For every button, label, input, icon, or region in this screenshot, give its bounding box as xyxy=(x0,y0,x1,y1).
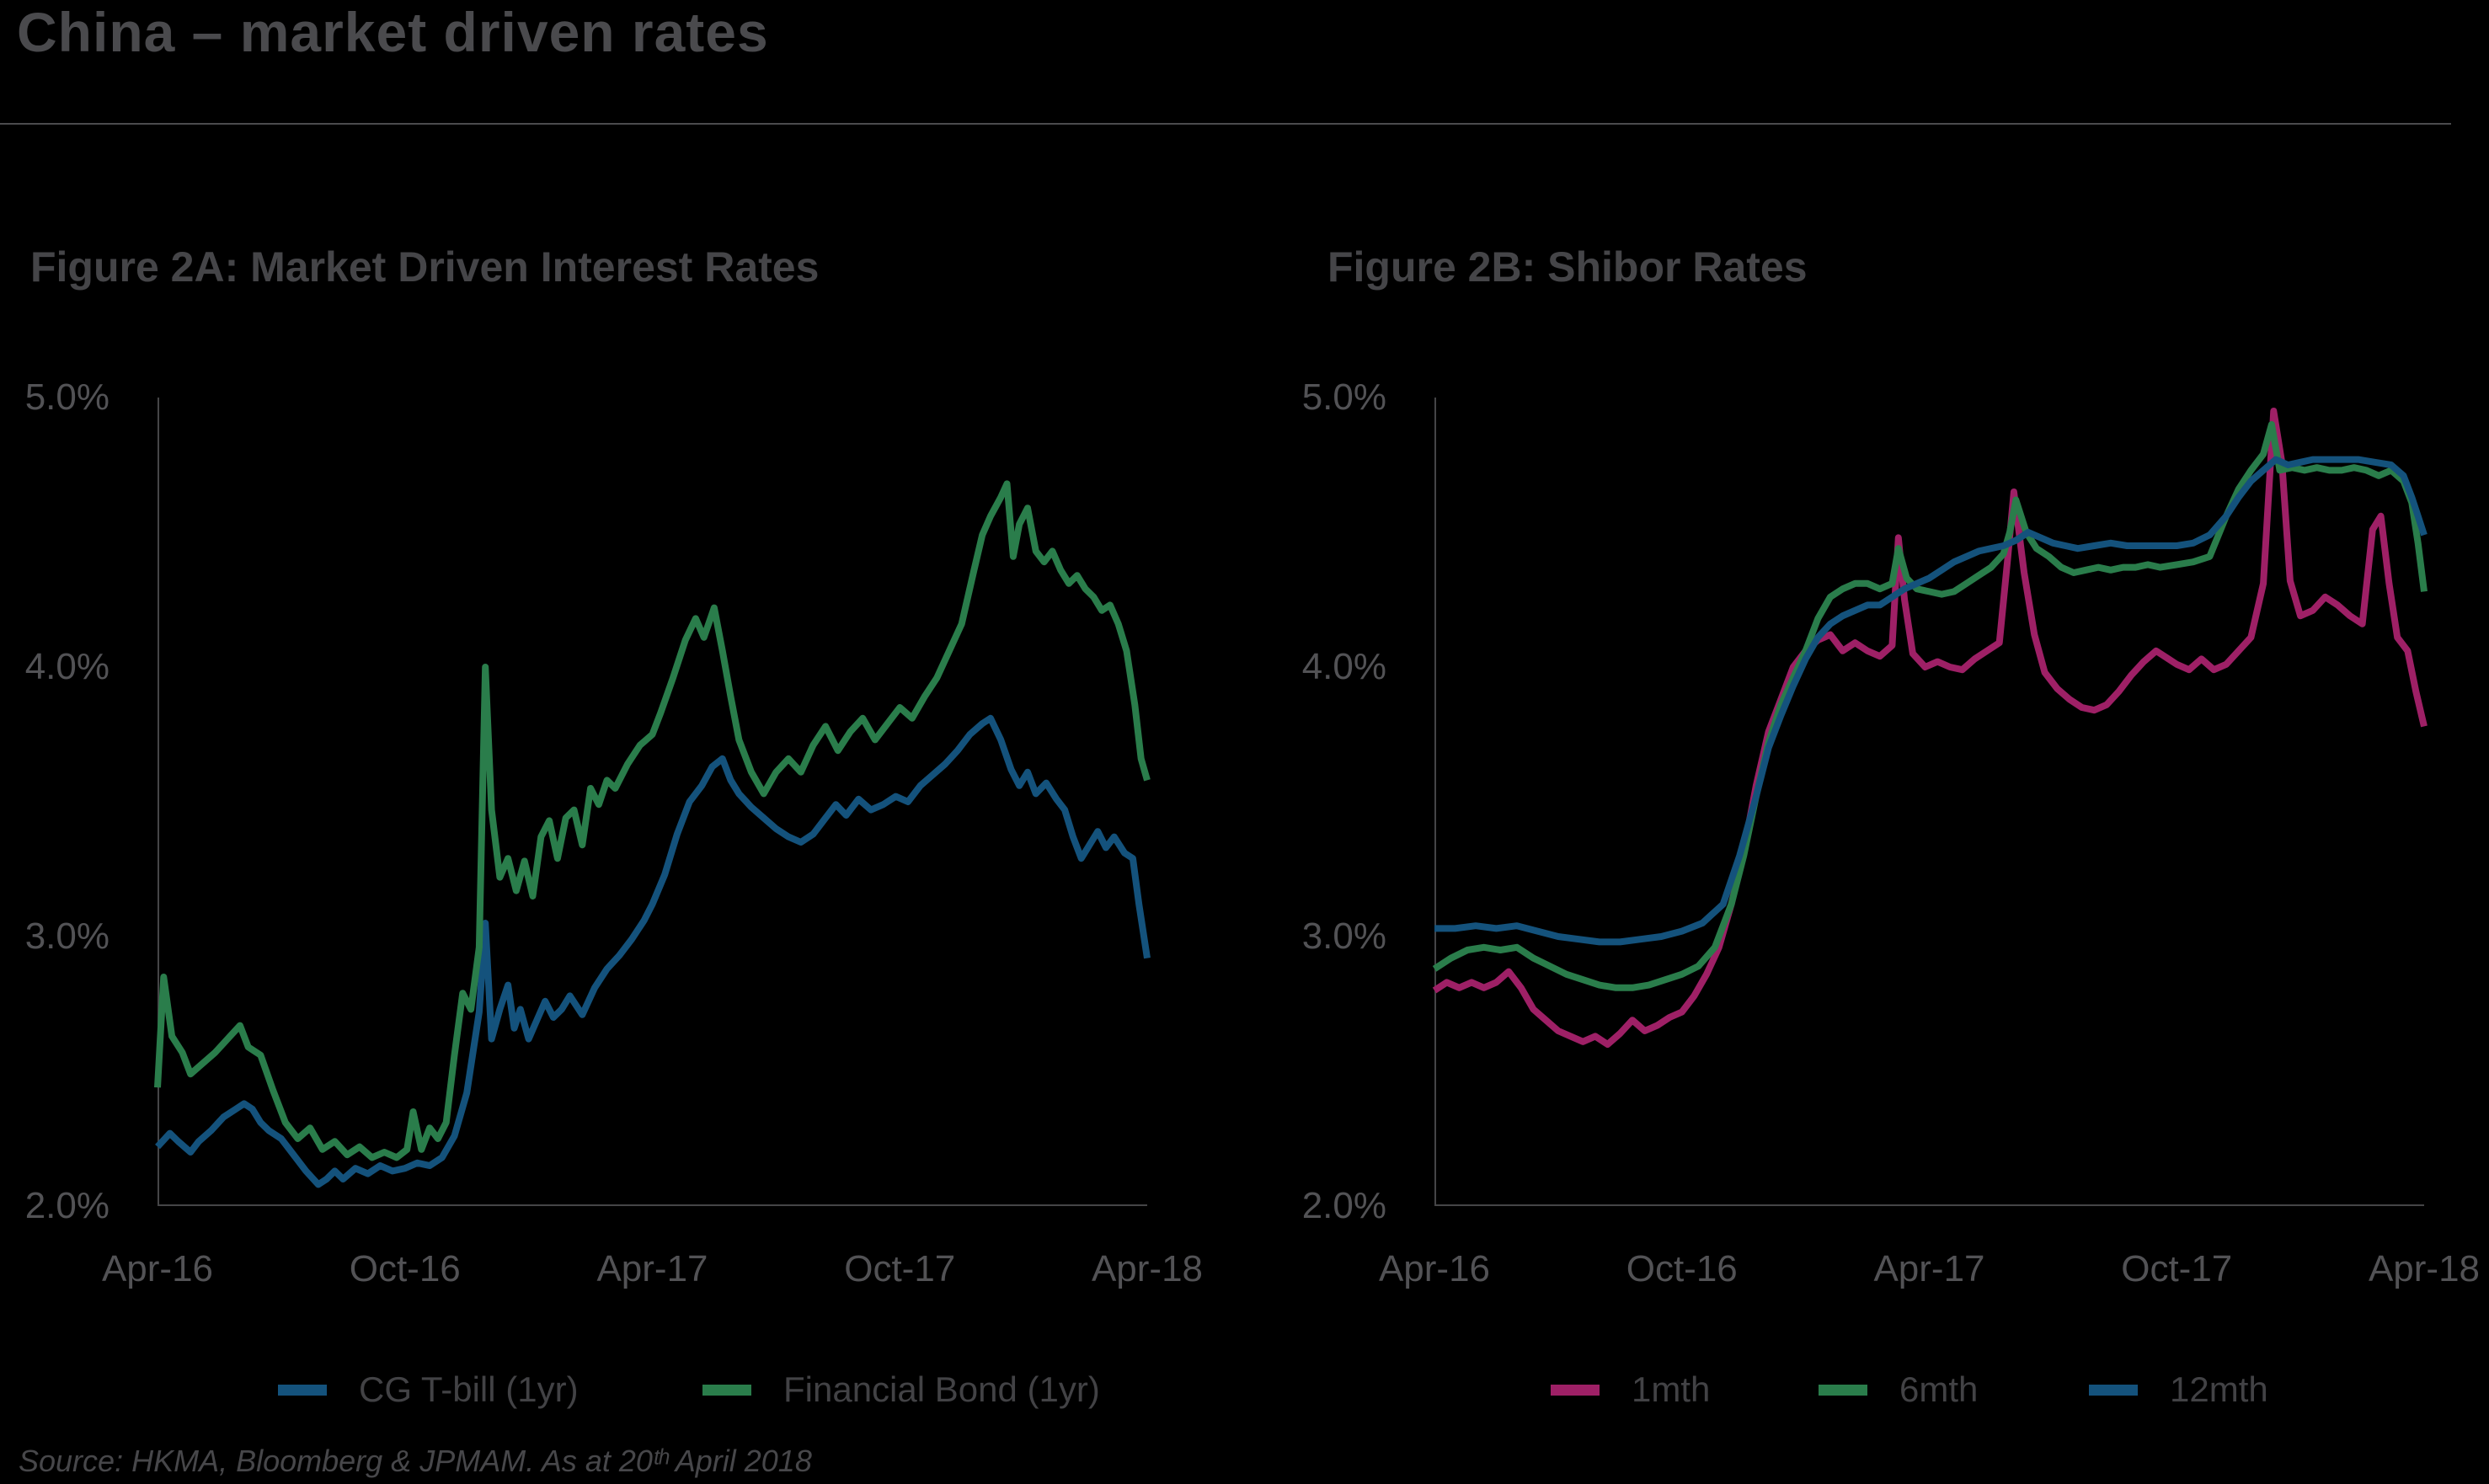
fig2a-y-tick-label: 5.0% xyxy=(24,376,109,418)
legend-swatch xyxy=(1819,1384,1867,1396)
legend-label: 1mth xyxy=(1632,1369,1711,1409)
title-divider xyxy=(0,123,2451,125)
legend-item-cg-t-bill-1yr-: CG T-bill (1yr) xyxy=(278,1369,579,1409)
legend-item-6mth: 6mth xyxy=(1819,1369,1979,1409)
fig2b-y-tick-label: 3.0% xyxy=(1301,915,1386,957)
fig2a-axes xyxy=(158,398,1147,1206)
fig2a-y-tick-label: 4.0% xyxy=(24,646,109,687)
fig2b-x-tick-label: Oct-16 xyxy=(1626,1248,1738,1289)
page-title: China – market driven rates xyxy=(17,1,769,63)
fig2b-y-tick-label: 4.0% xyxy=(1301,646,1386,687)
series-line-cg-t-bill-1yr- xyxy=(155,714,1151,1188)
fig2b-x-tick-label: Apr-18 xyxy=(2368,1248,2481,1289)
fig2a-x-tick-label: Apr-18 xyxy=(1091,1248,1204,1289)
fig2a-x-tick-label: Apr-16 xyxy=(101,1248,214,1289)
fig2b-x-tick-label: Apr-16 xyxy=(1378,1248,1491,1289)
fig2b-plot xyxy=(1432,398,2428,1206)
fig2a-x-tick-label: Oct-17 xyxy=(844,1248,956,1289)
fig2b-axes xyxy=(1434,398,2424,1206)
legend-label: CG T-bill (1yr) xyxy=(359,1369,579,1409)
fig2a-plot xyxy=(154,398,1151,1206)
legend-item-financial-bond-1yr-: Financial Bond (1yr) xyxy=(702,1369,1100,1409)
figure-2b-title: Figure 2B: Shibor Rates xyxy=(1327,243,1808,291)
legend-item-12mth: 12mth xyxy=(2089,1369,2268,1409)
series-line-financial-bond-1yr- xyxy=(154,480,1151,1161)
fig2a-y-tick-label: 2.0% xyxy=(24,1185,109,1226)
fig2b-y-tick-label: 5.0% xyxy=(1301,376,1386,418)
fig2a-x-tick-label: Apr-17 xyxy=(596,1248,708,1289)
fig2b-x-tick-label: Apr-17 xyxy=(1873,1248,1985,1289)
source-note: Source: HKMA, Bloomberg & JPMAM. As at 2… xyxy=(19,1444,812,1478)
series-line-12mth xyxy=(1434,456,2428,946)
figure-2a-title: Figure 2A: Market Driven Interest Rates xyxy=(30,243,820,291)
fig2b-y-tick-label: 2.0% xyxy=(1301,1185,1386,1226)
legend-item-1mth: 1mth xyxy=(1551,1369,1711,1409)
legend-label: Financial Bond (1yr) xyxy=(783,1369,1100,1409)
series-line-6mth xyxy=(1432,421,2428,991)
legend-swatch xyxy=(278,1384,327,1396)
legend-swatch xyxy=(702,1384,751,1396)
legend-label: 12mth xyxy=(2170,1369,2268,1409)
legend-swatch xyxy=(2089,1384,2138,1396)
fig2a-x-tick-label: Oct-16 xyxy=(349,1248,461,1289)
legend-label: 6mth xyxy=(1899,1369,1979,1409)
fig2b-x-tick-label: Oct-17 xyxy=(2121,1248,2233,1289)
legend-swatch xyxy=(1551,1384,1600,1396)
series-line-1mth xyxy=(1432,408,2428,1048)
fig2a-y-tick-label: 3.0% xyxy=(24,915,109,957)
